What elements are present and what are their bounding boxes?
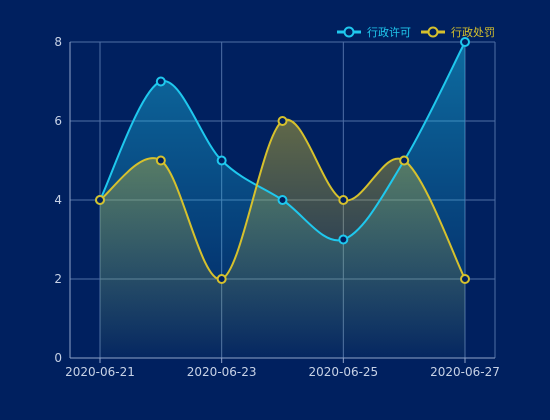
data-point[interactable] [338, 195, 349, 205]
legend-label: 行政许可 [367, 25, 411, 39]
data-point[interactable] [460, 37, 470, 47]
y-tick-label: 2 [54, 272, 62, 286]
y-tick-label: 0 [54, 351, 62, 365]
y-tick-label: 4 [54, 193, 62, 207]
legend-item-1[interactable]: 行政许可 [337, 25, 411, 39]
data-point[interactable] [338, 234, 349, 245]
legend-label: 行政处罚 [451, 25, 495, 39]
data-point[interactable] [460, 274, 470, 284]
x-tick-label: 2020-06-27 [430, 365, 500, 379]
data-point[interactable] [216, 274, 227, 284]
y-tick-label: 6 [54, 114, 62, 128]
legend-marker-icon [343, 26, 355, 38]
data-point[interactable] [399, 155, 410, 166]
data-point[interactable] [277, 195, 288, 205]
data-point[interactable] [155, 155, 166, 166]
x-tick-labels: 2020-06-21 2020-06-23 2020-06-25 2020-06-27 [65, 365, 500, 379]
data-point[interactable] [155, 76, 166, 87]
data-points [95, 37, 470, 284]
axes [69, 42, 495, 363]
data-point[interactable] [277, 116, 288, 126]
x-tick-label: 2020-06-25 [308, 365, 378, 379]
y-tick-labels: 0 2 4 6 8 [54, 35, 62, 365]
x-tick-label: 2020-06-23 [187, 365, 257, 379]
legend-marker-icon [427, 26, 439, 38]
y-tick-label: 8 [54, 35, 62, 49]
data-point[interactable] [216, 155, 227, 166]
x-tick-label: 2020-06-21 [65, 365, 135, 379]
data-point[interactable] [95, 195, 105, 205]
legend[interactable]: 行政许可 行政处罚 [337, 25, 495, 39]
legend-item-2[interactable]: 行政处罚 [421, 25, 495, 39]
